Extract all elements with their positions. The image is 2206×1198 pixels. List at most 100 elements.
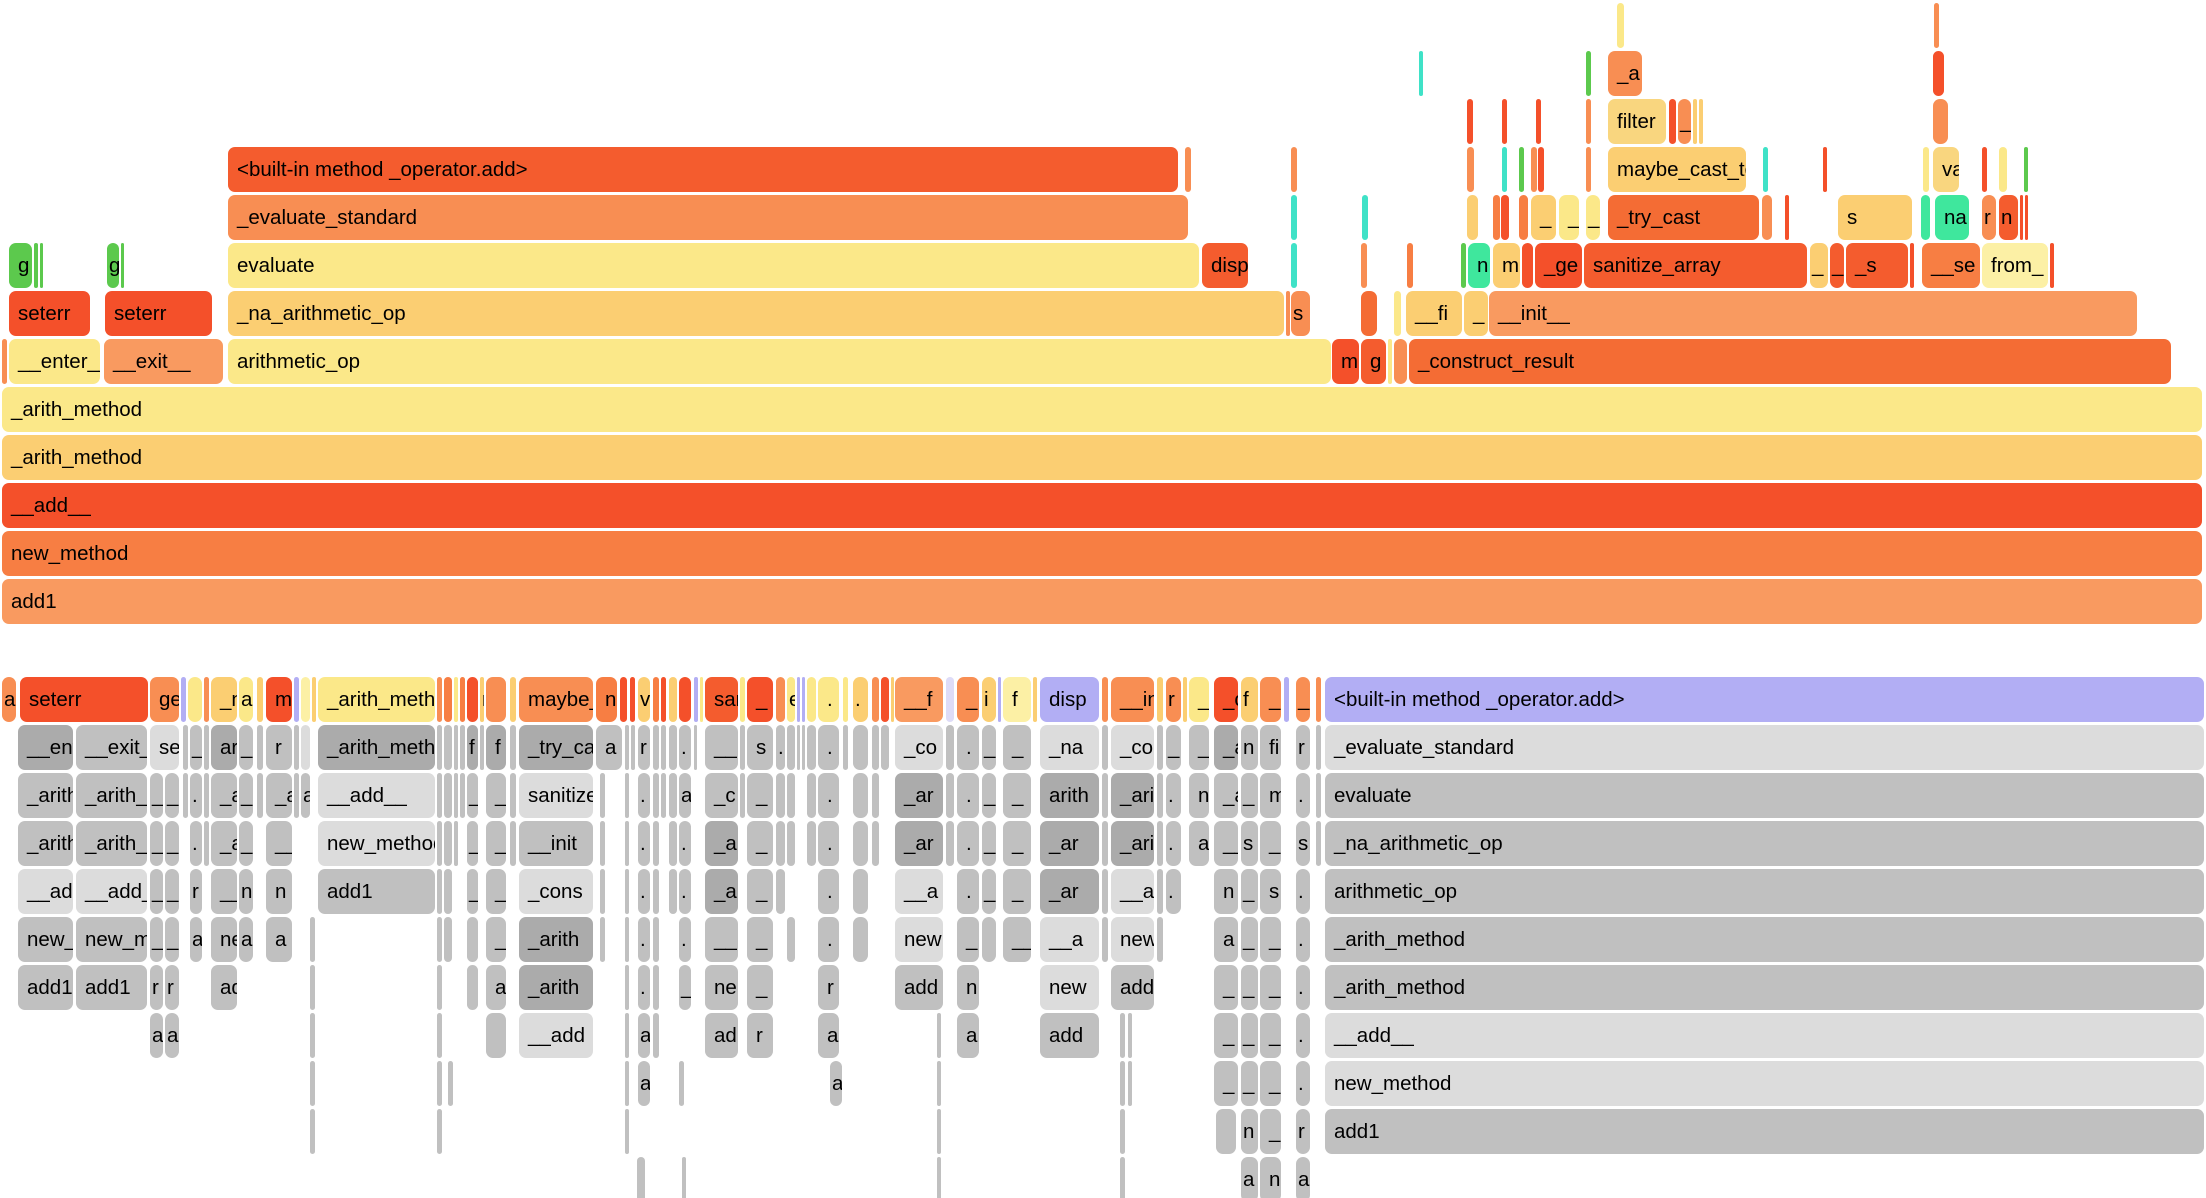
flame-frame[interactable] (1419, 51, 1423, 96)
flame-frame[interactable] (653, 725, 659, 770)
flame-frame-_a[interactable]: _a (705, 869, 738, 914)
flame-frame[interactable] (1921, 195, 1930, 240)
flame-frame-_evaluate_standard[interactable]: _evaluate_standard (228, 195, 1188, 240)
flame-frame[interactable] (1291, 147, 1297, 192)
flame-frame-_evaluate_standard[interactable]: _evaluate_standard (1325, 725, 2204, 770)
flame-frame[interactable] (1185, 147, 1191, 192)
flame-frame-_arith_method[interactable]: _arith_method (76, 821, 147, 866)
flame-frame--built-in-method-_operator-add-[interactable]: <built-in method _operator.add> (228, 147, 1178, 192)
flame-frame[interactable] (1361, 243, 1367, 288)
flame-frame[interactable] (1693, 99, 1697, 144)
flame-frame-sani[interactable]: sani (705, 677, 738, 722)
flame-frame[interactable] (1128, 1061, 1132, 1106)
flame-frame[interactable] (437, 869, 442, 914)
flame-frame-fi[interactable]: fi (1260, 725, 1281, 770)
flame-frame-_[interactable]: _ (467, 773, 478, 818)
flame-frame-__init_[interactable]: __init_ (1111, 677, 1154, 722)
flame-frame-_[interactable]: _ (747, 869, 773, 914)
flame-frame-n[interactable]: n (1999, 195, 2018, 240)
flame-frame[interactable] (843, 725, 848, 770)
flame-frame[interactable] (1128, 1013, 1132, 1058)
flame-frame-__f[interactable]: __f (895, 677, 943, 722)
flame-frame[interactable] (1536, 99, 1541, 144)
flame-frame-ne[interactable]: ne (211, 917, 237, 962)
flame-frame[interactable] (653, 773, 659, 818)
flame-frame-_ar[interactable]: _ar (1040, 821, 1099, 866)
flame-frame-_c[interactable]: _c (705, 773, 738, 818)
flame-frame-__exit__[interactable]: __exit__ (104, 339, 223, 384)
flame-frame[interactable] (1910, 243, 1914, 288)
flame-frame[interactable] (625, 773, 629, 818)
flame-frame-_[interactable]: _ (486, 821, 506, 866)
flame-frame-n[interactable]: n (1241, 725, 1258, 770)
flame-frame[interactable] (204, 677, 209, 722)
flame-frame-_[interactable]: _ (1260, 917, 1281, 962)
flame-frame-__[interactable]: __ (705, 917, 738, 962)
flame-frame-g[interactable]: g (1361, 339, 1386, 384)
flame-frame[interactable] (1216, 1109, 1236, 1154)
flame-frame[interactable] (1467, 147, 1474, 192)
flame-frame[interactable] (188, 677, 202, 722)
flame-frame[interactable] (467, 917, 478, 962)
flame-frame[interactable] (454, 773, 458, 818)
flame-frame[interactable] (694, 725, 697, 770)
flame-frame[interactable] (1157, 917, 1163, 962)
flame-frame-seterr[interactable]: seterr (150, 725, 179, 770)
flame-frame-__[interactable]: __ (211, 869, 237, 914)
flame-frame-_[interactable]: _ (1260, 677, 1281, 722)
flame-frame-_[interactable]: _ (467, 869, 478, 914)
flame-frame[interactable] (600, 869, 605, 914)
flame-frame[interactable] (437, 773, 442, 818)
flame-frame-arithmetic_op[interactable]: arithmetic_op (228, 339, 1331, 384)
flame-frame[interactable] (1999, 147, 2007, 192)
flame-frame[interactable] (787, 821, 795, 866)
flame-frame--[interactable]: . (679, 725, 691, 770)
flame-frame-new_method[interactable]: new_method (18, 917, 73, 962)
flame-frame-n[interactable]: n (596, 677, 617, 722)
flame-frame[interactable] (637, 1157, 645, 1198)
flame-frame-_[interactable]: _ (1810, 243, 1828, 288)
flame-frame[interactable] (444, 725, 452, 770)
flame-frame[interactable] (600, 821, 605, 866)
flame-frame-_[interactable]: _ (165, 773, 179, 818)
flame-frame--[interactable]: . (190, 773, 202, 818)
flame-frame[interactable] (294, 677, 299, 722)
flame-frame-disp[interactable]: disp (1040, 677, 1099, 722)
flame-frame-a[interactable]: a (818, 1013, 839, 1058)
flame-frame[interactable] (653, 821, 659, 866)
flame-frame[interactable] (620, 677, 627, 722)
flame-frame-f[interactable]: f (467, 725, 478, 770)
flame-frame[interactable] (625, 917, 629, 962)
flame-frame-new_method[interactable]: new_method (1325, 1061, 2204, 1106)
flame-frame[interactable] (872, 677, 879, 722)
flame-frame-_[interactable]: _ (1241, 1013, 1258, 1058)
flame-frame[interactable] (294, 725, 299, 770)
flame-frame[interactable] (2025, 195, 2028, 240)
flame-frame[interactable] (1157, 677, 1163, 722)
flame-frame[interactable] (682, 1157, 686, 1198)
flame-frame-__add[interactable]: __add (1111, 869, 1154, 914)
flame-frame-_[interactable]: _ (1214, 1061, 1238, 1106)
flame-frame-va[interactable]: va (1933, 147, 1959, 192)
flame-frame-n[interactable]: n (1468, 243, 1490, 288)
flame-frame[interactable] (437, 821, 442, 866)
flame-frame-ad[interactable]: ad (705, 1013, 738, 1058)
flame-frame-_arith[interactable]: _arith (519, 917, 593, 962)
flame-frame-_arith_method[interactable]: _arith_method (1325, 917, 2204, 962)
flame-frame[interactable] (437, 1061, 442, 1106)
flame-frame-_ge[interactable]: _ge (1535, 243, 1582, 288)
flame-frame[interactable] (740, 725, 745, 770)
flame-frame-a[interactable]: a (2, 677, 16, 722)
flame-frame[interactable] (444, 677, 452, 722)
flame-frame[interactable] (982, 917, 996, 962)
flame-frame[interactable] (625, 869, 629, 914)
flame-frame[interactable] (1923, 147, 1929, 192)
flame-frame[interactable] (444, 917, 452, 962)
flame-frame[interactable] (669, 725, 677, 770)
flame-frame-__add[interactable]: __add (519, 1013, 593, 1058)
flame-frame[interactable] (1316, 725, 1321, 770)
flame-frame-__[interactable]: __ (266, 821, 292, 866)
flame-frame-m[interactable]: m (1260, 773, 1281, 818)
flame-frame[interactable] (1669, 99, 1676, 144)
flame-frame-_[interactable]: _ (1214, 965, 1238, 1010)
